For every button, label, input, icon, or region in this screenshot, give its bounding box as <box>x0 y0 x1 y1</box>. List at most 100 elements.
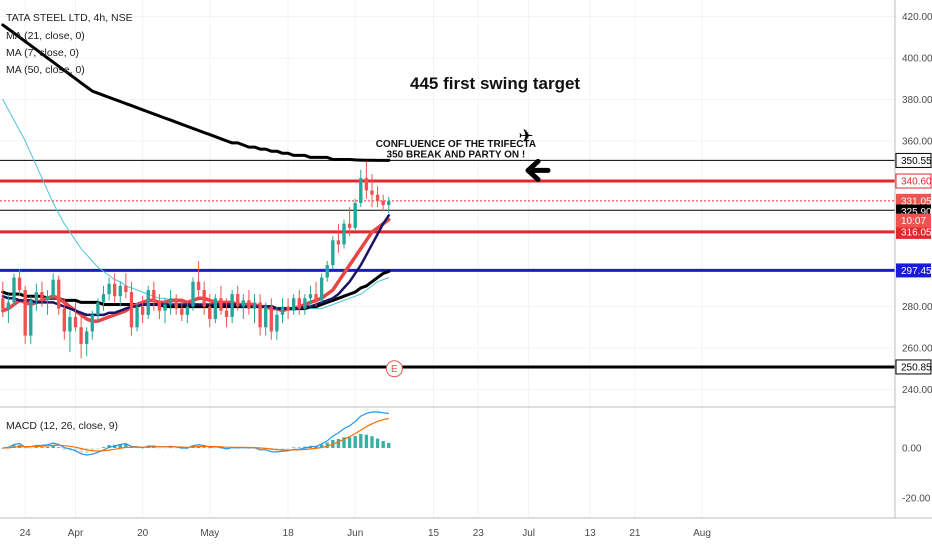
candle-body <box>230 294 234 317</box>
macd-histogram-bar <box>118 444 122 448</box>
moving-average-lines <box>1 23 391 323</box>
macd-histogram-bar <box>241 448 246 449</box>
macd-histogram-bar <box>375 438 380 448</box>
candle-body <box>325 265 329 278</box>
candle-body <box>17 277 22 290</box>
annotation-text: CONFLUENCE OF THE TRIFECTA <box>376 139 536 150</box>
macd-histogram-bar <box>57 447 61 448</box>
macd-histogram-bar <box>90 448 94 452</box>
time-tick-label: 20 <box>137 528 149 539</box>
price-tick-label: 280.00 <box>902 302 932 313</box>
candle-body <box>146 290 150 315</box>
candle-body <box>163 304 167 311</box>
time-tick-label: Jul <box>522 528 535 539</box>
macd-histogram-bar <box>258 448 262 450</box>
candle-body <box>370 190 374 195</box>
candle-body <box>269 306 273 332</box>
macd-histogram-bar <box>364 434 369 448</box>
event-marker-label: E <box>391 364 398 375</box>
candle-body <box>252 302 257 309</box>
candle-body <box>180 308 184 315</box>
candle-body <box>224 310 229 317</box>
candle-body <box>291 298 296 311</box>
pointer-arrow-icon <box>525 158 551 182</box>
macd-histogram-bar <box>40 447 44 448</box>
price-tick-label: 240.00 <box>902 385 932 396</box>
candle-body <box>185 306 190 315</box>
macd-label: MACD (12, 26, close, 9) <box>6 420 118 432</box>
price-tag-label: 331.05 <box>901 196 932 207</box>
legend-ma-7: MA (7, close, 0) <box>6 47 79 59</box>
macd-histogram-bar <box>157 448 162 449</box>
time-tick-label: Aug <box>693 528 711 539</box>
macd-histogram-bar <box>314 446 318 448</box>
candle-body <box>168 298 173 305</box>
price-tag-label: 325.90 <box>901 207 932 218</box>
price-tag <box>895 359 932 375</box>
macd-histogram-bar <box>101 447 106 448</box>
candle-body <box>314 294 318 301</box>
macd-histogram-bar <box>297 447 301 448</box>
macd-histogram-bar <box>286 448 290 449</box>
macd-histogram-bar <box>96 448 100 450</box>
candles <box>1 161 391 359</box>
candle-body <box>40 292 44 301</box>
macd-histogram-bar <box>202 447 206 448</box>
macd-histogram-bar <box>347 437 352 448</box>
macd-tick-label: -20.00 <box>902 494 931 505</box>
candle-body <box>73 316 78 328</box>
time-tick-label: 18 <box>283 528 295 539</box>
ma-long-line <box>1 23 391 162</box>
price-tick-label: 400.00 <box>902 54 932 65</box>
candle-body <box>347 223 352 228</box>
candle-body <box>23 290 27 336</box>
candle-body <box>12 277 16 303</box>
candle-body <box>303 298 307 309</box>
price-tick-label: 420.00 <box>902 12 932 23</box>
candle-body <box>129 292 134 328</box>
macd-histogram-bar <box>79 448 83 454</box>
macd-histogram-bar <box>29 448 33 449</box>
candle-body <box>196 281 201 290</box>
time-tick-label: 15 <box>428 528 440 539</box>
macd-histogram-bar <box>62 448 67 450</box>
macd-histogram-bar <box>325 442 329 448</box>
candle-body <box>387 200 391 206</box>
ma-21-line <box>1 214 391 317</box>
event-marker <box>385 360 403 378</box>
candle-body <box>90 314 94 332</box>
macd-histogram-bar <box>208 448 212 449</box>
time-tick-label: 13 <box>585 528 597 539</box>
candle-body <box>135 306 139 328</box>
macd-line <box>2 411 389 456</box>
legend: TATA STEEL LTD, 4h, NSE MA (21, close, 0… <box>6 12 133 432</box>
candle-body <box>85 331 89 344</box>
price-tag <box>896 193 931 208</box>
annotations[interactable]: 445 first swing target CONFLUENCE OF THE … <box>376 74 581 378</box>
horizontal-levels[interactable] <box>0 159 895 369</box>
candle-body <box>275 314 279 332</box>
ma-50-line <box>1 269 391 311</box>
candle-body <box>107 283 111 295</box>
price-tag-label: 316.05 <box>901 227 932 238</box>
candle-body <box>79 327 83 344</box>
macd-signal-line <box>2 417 389 452</box>
grid <box>0 0 895 518</box>
price-tag-label: 340.60 <box>901 177 932 188</box>
macd-histogram-bar <box>124 444 128 448</box>
macd-histogram-bar <box>45 446 50 448</box>
macd-histogram-bar <box>107 445 111 448</box>
candle-body <box>236 294 240 307</box>
candle-body <box>381 200 385 206</box>
macd-histogram-bar <box>353 435 357 448</box>
price-tag <box>896 213 931 228</box>
time-tick-label: 24 <box>20 528 32 539</box>
macd-histogram-bar <box>370 436 374 448</box>
candle-body <box>342 223 346 245</box>
candle-body <box>191 281 195 307</box>
candle-body <box>57 279 61 309</box>
candle-body <box>6 302 11 309</box>
